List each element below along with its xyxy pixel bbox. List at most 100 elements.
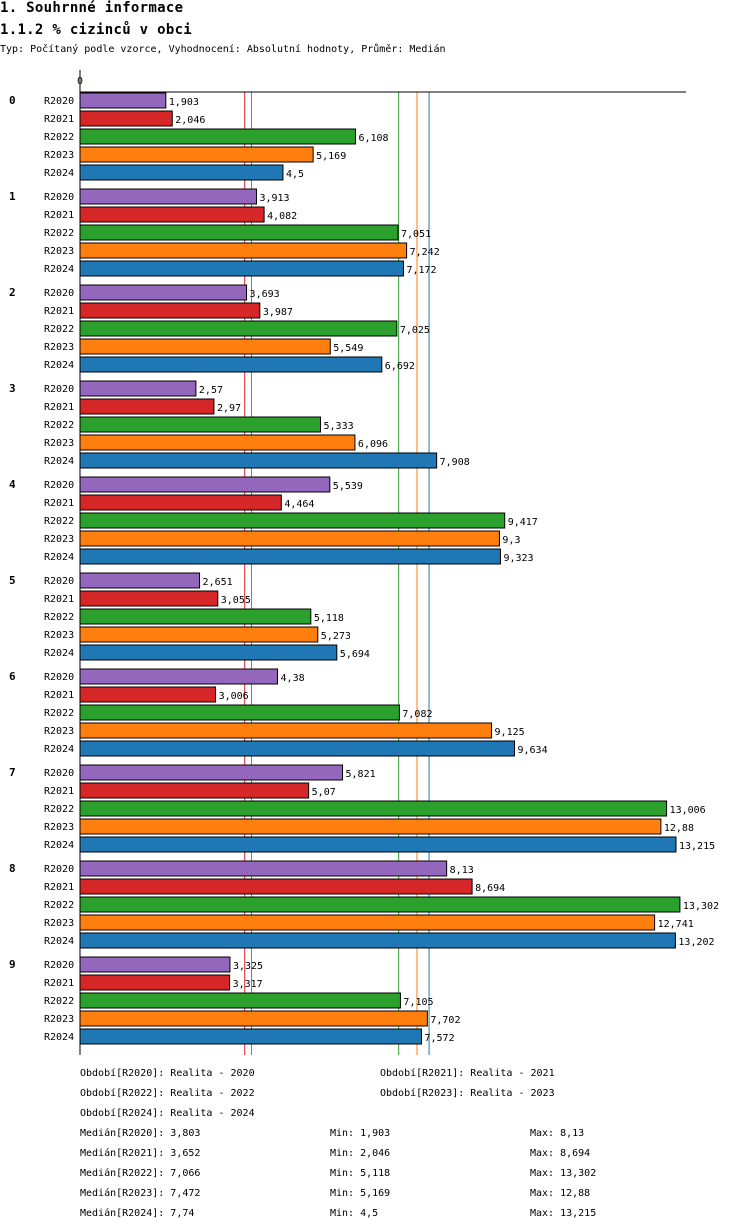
series-label: R2023	[44, 534, 74, 545]
category-label: 1	[9, 190, 16, 203]
bar-r2022-3	[79, 416, 322, 433]
series-label: R2023	[44, 438, 74, 449]
data-label: 5,118	[314, 613, 344, 624]
series-label: R2021	[44, 882, 74, 893]
data-label: 9,125	[495, 727, 525, 738]
data-label: 2,97	[217, 403, 241, 414]
series-label: R2024	[44, 936, 74, 947]
data-label: 6,096	[358, 439, 388, 450]
data-label: 9,634	[517, 745, 547, 756]
data-label: 9,323	[503, 553, 533, 564]
data-label: 1,903	[169, 97, 199, 108]
data-label: 9,417	[508, 517, 538, 528]
data-label: 13,202	[678, 937, 714, 948]
data-label: 7,242	[410, 247, 440, 258]
bar-r2020-2	[79, 284, 248, 301]
series-label: R2023	[44, 342, 74, 353]
data-label: 13,215	[679, 841, 715, 852]
data-label: 7,908	[440, 457, 470, 468]
series-label: R2023	[44, 918, 74, 929]
stat-median-r2022: Medián[R2022]: 7,066	[80, 1168, 201, 1179]
stat-min-r2023: Min: 5,169	[330, 1188, 391, 1199]
data-label: 3,693	[250, 289, 280, 300]
series-label: R2021	[44, 402, 74, 413]
bar-r2021-2	[79, 302, 261, 319]
category-label: 7	[9, 766, 16, 779]
data-label: 7,082	[402, 709, 432, 720]
data-label: 12,88	[664, 823, 694, 834]
data-label: 4,082	[267, 211, 297, 222]
bar-r2020-7	[79, 764, 344, 781]
legend-period-r2020: Období[R2020]: Realita - 2020	[80, 1068, 255, 1079]
bar-r2024-8	[79, 932, 676, 949]
series-label: R2020	[44, 480, 74, 491]
category-label: 9	[9, 958, 16, 971]
series-label: R2023	[44, 150, 74, 161]
bar-r2022-7	[79, 800, 668, 817]
bar-r2022-1	[79, 224, 399, 241]
series-label: R2024	[44, 552, 74, 563]
bar-r2023-2	[79, 338, 331, 355]
data-label: 3,987	[263, 307, 293, 318]
data-label: 6,108	[358, 133, 388, 144]
bar-r2021-9	[79, 974, 231, 991]
axis-tick-label: 0	[77, 76, 83, 87]
data-label: 12,741	[658, 919, 694, 930]
series-label: R2022	[44, 612, 74, 623]
series-label: R2020	[44, 192, 74, 203]
series-label: R2024	[44, 168, 74, 179]
bar-r2024-0	[79, 164, 284, 181]
bar-r2024-6	[79, 740, 515, 757]
data-label: 8,694	[475, 883, 505, 894]
legend-period-r2024: Období[R2024]: Realita - 2024	[80, 1108, 255, 1119]
stat-min-r2020: Min: 1,903	[330, 1128, 391, 1139]
data-label: 13,006	[670, 805, 706, 816]
data-label: 7,172	[406, 265, 436, 276]
stat-median-r2021: Medián[R2021]: 3,652	[80, 1148, 201, 1159]
data-label: 8,13	[450, 865, 474, 876]
series-label: R2021	[44, 498, 74, 509]
category-label: 6	[9, 670, 16, 683]
data-label: 3,055	[221, 595, 251, 606]
series-label: R2021	[44, 306, 74, 317]
stat-min-r2024: Min: 4,5	[330, 1208, 379, 1219]
bar-r2023-1	[79, 242, 408, 259]
bar-r2022-5	[79, 608, 312, 625]
data-label: 6,692	[385, 361, 415, 372]
bar-r2022-8	[79, 896, 681, 913]
bar-r2024-1	[79, 260, 404, 277]
data-label: 3,325	[233, 961, 263, 972]
legend-period-r2021: Období[R2021]: Realita - 2021	[380, 1068, 555, 1079]
bar-r2021-8	[79, 878, 473, 895]
data-label: 2,651	[203, 577, 233, 588]
category-label: 3	[9, 382, 16, 395]
bar-r2022-0	[79, 128, 356, 145]
series-label: R2020	[44, 288, 74, 299]
bar-r2022-9	[79, 992, 401, 1009]
stat-max-r2020: Max: 8,13	[530, 1128, 585, 1139]
data-label: 5,273	[321, 631, 351, 642]
category-label: 5	[9, 574, 16, 587]
data-label: 7,105	[403, 997, 433, 1008]
data-label: 5,694	[340, 649, 370, 660]
category-label: 0	[9, 94, 16, 107]
category-label: 8	[9, 862, 16, 875]
series-label: R2021	[44, 210, 74, 221]
bar-r2020-9	[79, 956, 231, 973]
bar-r2023-6	[79, 722, 493, 739]
bar-r2021-7	[79, 782, 310, 799]
category-label: 4	[9, 478, 16, 491]
series-label: R2023	[44, 822, 74, 833]
series-label: R2021	[44, 786, 74, 797]
data-label: 5,333	[324, 421, 354, 432]
stat-min-r2021: Min: 2,046	[330, 1148, 391, 1159]
data-label: 3,006	[219, 691, 249, 702]
data-label: 2,046	[175, 115, 205, 126]
bar-r2020-3	[79, 380, 197, 397]
data-label: 7,702	[430, 1015, 460, 1026]
bar-r2021-1	[79, 206, 265, 223]
bar-r2021-5	[79, 590, 219, 607]
data-label: 2,57	[199, 385, 223, 396]
bar-r2022-2	[79, 320, 398, 337]
series-label: R2022	[44, 900, 74, 911]
